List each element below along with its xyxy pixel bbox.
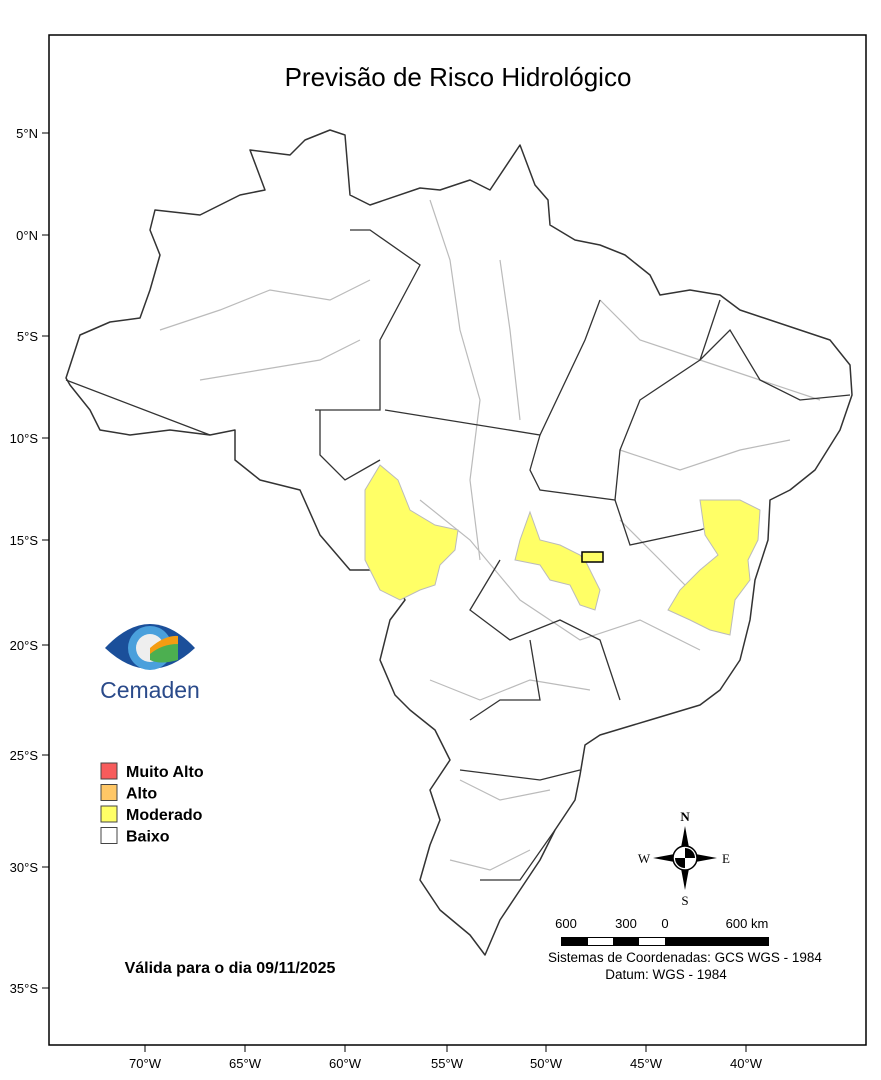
latitude-axis: 5°N 0°N 5°S 10°S 15°S 20°S 25°S 30°S 35°S	[10, 126, 49, 996]
scale-label: 600	[555, 916, 577, 931]
lat-tick-label: 35°S	[10, 981, 39, 996]
lon-tick-label: 60°W	[329, 1056, 362, 1071]
basin-boundaries	[159, 199, 821, 871]
legend-swatch	[100, 805, 118, 823]
risk-area-moderate[interactable]	[667, 499, 761, 636]
legend-swatch	[100, 784, 118, 801]
longitude-axis: 70°W 65°W 60°W 55°W 50°W 45°W 40°W	[129, 1045, 763, 1071]
lat-tick-label: 20°S	[10, 638, 39, 653]
validity-date: Válida para o dia 09/11/2025	[125, 960, 336, 977]
compass-w: W	[638, 851, 651, 866]
compass-s: S	[681, 893, 688, 908]
lon-tick-label: 65°W	[229, 1056, 262, 1071]
scale-label: 600 km	[726, 916, 769, 931]
lat-tick-label: 5°N	[16, 126, 38, 141]
lon-tick-label: 40°W	[730, 1056, 763, 1071]
lon-tick-label: 55°W	[431, 1056, 464, 1071]
lat-tick-label: 15°S	[10, 533, 39, 548]
risk-area-moderate[interactable]	[581, 551, 604, 563]
lat-tick-label: 10°S	[10, 431, 39, 446]
lon-tick-label: 50°W	[530, 1056, 563, 1071]
legend-label: Alto	[126, 786, 157, 803]
lon-tick-label: 45°W	[630, 1056, 663, 1071]
logo-text: Cemaden	[100, 677, 200, 703]
legend-swatch	[100, 827, 118, 844]
scale-label: 0	[661, 916, 668, 931]
cemaden-logo: Cemaden	[100, 624, 200, 703]
compass-n: N	[680, 809, 690, 824]
lon-tick-label: 70°W	[129, 1056, 162, 1071]
datum: Datum: WGS - 1984	[605, 967, 727, 982]
legend-swatch	[100, 762, 118, 780]
lat-tick-label: 0°N	[16, 228, 38, 243]
legend-label: Muito Alto	[126, 764, 204, 781]
legend: Muito Alto Alto Moderado Baixo	[100, 762, 204, 846]
lat-tick-label: 30°S	[10, 860, 39, 875]
risk-area-moderate[interactable]	[514, 510, 601, 611]
risk-area-moderate[interactable]	[364, 464, 459, 601]
scale-label: 300	[615, 916, 637, 931]
compass-e: E	[722, 851, 730, 866]
scale-bar: 600 300 0 600 km	[555, 916, 769, 946]
state-boundaries	[65, 229, 851, 881]
lat-tick-label: 5°S	[17, 329, 38, 344]
legend-label: Moderado	[126, 807, 203, 824]
legend-label: Baixo	[126, 829, 170, 846]
lat-tick-label: 25°S	[10, 748, 39, 763]
compass-rose-icon: N S W E	[638, 809, 730, 908]
map-title: Previsão de Risco Hidrológico	[285, 62, 632, 92]
coordinate-system: Sistemas de Coordenadas: GCS WGS - 1984	[548, 950, 822, 965]
